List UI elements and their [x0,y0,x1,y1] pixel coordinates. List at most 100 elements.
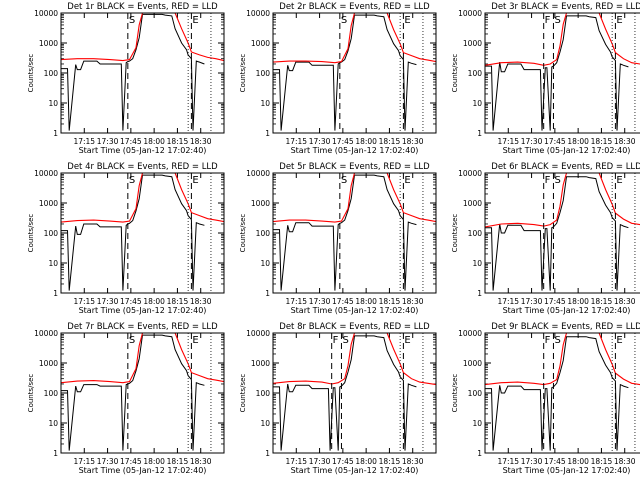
xtick-label: 18:30 [402,297,424,306]
ytick-label: 100 [256,389,271,398]
ytick-label: 1 [477,129,482,138]
xtick-label: 17:15 [497,457,519,466]
ytick-label: 1000 [463,39,482,48]
series-group [273,13,436,131]
y-axis-title: Counts/sec [239,374,247,413]
ytick-label: 10000 [458,9,482,18]
panel-title: Det 4r BLACK = Events, RED = LLD [67,162,218,172]
xtick-label: 17:45 [544,457,566,466]
marker-label-f: F [545,175,551,186]
xtick-label: 17:15 [285,297,307,306]
y-axis-title: Counts/sec [27,374,35,413]
xtick-label: 17:15 [497,137,519,146]
ytick-label: 10000 [34,329,58,338]
series-group [485,333,640,451]
marker-label-e: E [192,15,198,26]
chart-panel-9: Det 9r BLACK = Events, RED = LLD 1 10 100 10… [451,322,640,475]
ytick-label: 10000 [34,9,58,18]
xtick-label: 17:30 [309,457,331,466]
marker-label-e: E [404,175,410,186]
chart-panel-5: Det 5r BLACK = Events, RED = LLD 1 10 100 10… [239,162,437,315]
xtick-label: 18:30 [190,297,212,306]
marker-label-s: S [129,175,135,186]
xtick-label: 18:30 [614,137,636,146]
ytick-label: 1 [265,449,270,458]
xtick-label: 17:30 [97,297,119,306]
ytick-label: 10 [472,99,482,108]
xtick-label: 18:30 [190,137,212,146]
panel-title: Det 9r BLACK = Events, RED = LLD [491,322,640,332]
xtick-label: 18:00 [567,297,589,306]
series-events-line [273,14,417,131]
series-events-line [61,334,205,451]
xtick-label: 18:00 [355,457,377,466]
ytick-label: 100 [44,69,59,78]
ytick-label: 1 [53,129,58,138]
series-events-line [485,336,629,451]
marker-label-f: F [333,335,339,346]
y-axis-title: Counts/sec [27,54,35,93]
marker-label-e: E [404,335,410,346]
marker-label-f: F [545,335,551,346]
x-axis-title: Start Time (05-Jan-12 17:02:40) [79,306,207,315]
ytick-label: 10 [472,259,482,268]
xtick-label: 18:00 [143,297,165,306]
series-group [61,173,224,291]
chart-panel-1: Det 1r BLACK = Events, RED = LLD 1 10 100 10… [27,2,225,155]
marker-label-e: E [616,335,622,346]
xtick-label: 17:45 [120,457,142,466]
ytick-label: 1 [53,289,58,298]
series-lld-line [273,13,436,64]
xtick-label: 18:30 [190,457,212,466]
ytick-label: 1000 [251,359,270,368]
ytick-label: 1000 [463,359,482,368]
xtick-label: 18:15 [379,137,401,146]
plot-frame [60,172,225,294]
xtick-label: 18:15 [591,457,613,466]
xtick-label: 18:15 [591,137,613,146]
panel-title: Det 8r BLACK = Events, RED = LLD [279,322,430,332]
marker-label-s: S [341,175,347,186]
xtick-label: 17:45 [544,297,566,306]
series-events-line [485,176,629,291]
xtick-label: 17:30 [521,137,543,146]
series-lld-line [485,333,640,386]
plot-frame [484,332,640,454]
xtick-label: 18:00 [355,297,377,306]
x-axis-title: Start Time (05-Jan-12 17:02:40) [79,146,207,155]
panel-title: Det 5r BLACK = Events, RED = LLD [279,162,430,172]
marker-label-s: S [342,335,348,346]
x-axis-title: Start Time (05-Jan-12 17:02:40) [503,306,631,315]
xtick-label: 18:15 [591,297,613,306]
ytick-label: 1 [477,449,482,458]
panel-title: Det 1r BLACK = Events, RED = LLD [67,2,218,12]
xtick-label: 18:30 [402,137,424,146]
xtick-label: 18:00 [143,137,165,146]
panel-title: Det 6r BLACK = Events, RED = LLD [491,162,640,172]
xtick-label: 17:45 [544,137,566,146]
ytick-label: 10000 [246,9,270,18]
xtick-label: 17:45 [332,457,354,466]
series-group [273,333,436,451]
marker-label-s: S [554,15,560,26]
chart-panel-4: Det 4r BLACK = Events, RED = LLD 1 10 100 10… [27,162,225,315]
xtick-label: 17:45 [332,137,354,146]
ytick-label: 10000 [246,329,270,338]
panel-title: Det 2r BLACK = Events, RED = LLD [279,2,430,12]
ytick-label: 10000 [246,169,270,178]
xtick-label: 17:30 [97,137,119,146]
chart-panel-6: Det 6r BLACK = Events, RED = LLD 1 10 100 10… [451,162,640,315]
marker-label-e: E [616,175,622,186]
series-events-line [485,15,629,131]
chart-panel-7: Det 7r BLACK = Events, RED = LLD 1 10 100 10… [27,322,225,475]
marker-label-s: S [341,15,347,26]
series-events-line [61,13,205,131]
series-lld-line [61,333,224,384]
xtick-label: 18:30 [614,457,636,466]
ytick-label: 100 [468,389,483,398]
marker-label-f: F [545,15,551,26]
xtick-label: 17:30 [309,297,331,306]
ytick-label: 1000 [251,39,270,48]
xtick-label: 17:30 [309,137,331,146]
